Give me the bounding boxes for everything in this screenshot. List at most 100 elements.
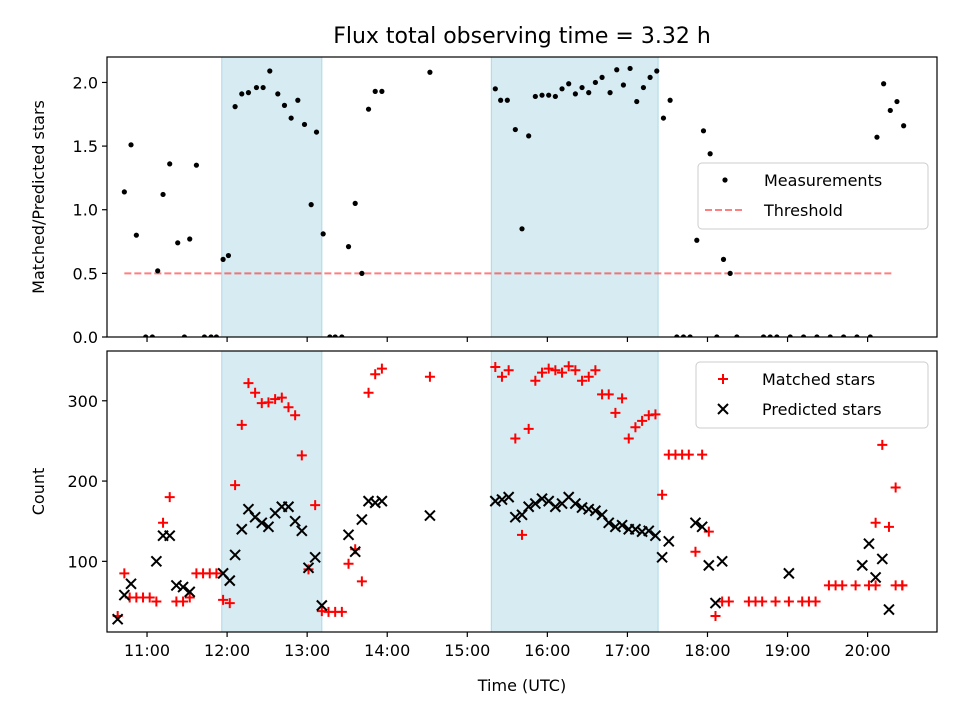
matched-star-point: [283, 402, 294, 413]
top-ytick-label: 2.0: [73, 73, 98, 92]
measurement-point: [121, 189, 127, 195]
measurement-point: [566, 81, 572, 87]
measurement-point: [552, 93, 558, 100]
matched-star-point: [883, 521, 894, 532]
measurement-point: [901, 123, 907, 129]
xtick-label: 15:00: [444, 641, 490, 660]
matched-star-point: [496, 371, 507, 382]
xtick-label: 12:00: [204, 641, 250, 660]
matched-star-point: [603, 389, 614, 400]
measurement-point: [694, 237, 700, 243]
top-observing-window: [221, 57, 323, 337]
matched-star-point: [850, 580, 861, 591]
measurement-point: [379, 88, 385, 94]
matched-star-point: [583, 371, 594, 382]
matched-star-point: [870, 517, 881, 528]
predicted-star-point: [342, 529, 355, 541]
matched-star-point: [697, 449, 708, 460]
bottom-plot-area: [111, 351, 908, 632]
predicted-star-point: [616, 519, 628, 531]
measurement-point: [614, 67, 620, 73]
measurement-point: [175, 240, 181, 246]
predicted-star-point: [229, 549, 241, 561]
measurement-point: [201, 334, 208, 337]
predicted-star-point: [536, 493, 548, 505]
predicted-star-point: [125, 578, 137, 590]
matched-star-point: [657, 489, 668, 500]
matched-star-point: [211, 568, 222, 579]
measurement-point: [660, 115, 667, 121]
measurement-point: [327, 334, 333, 337]
predicted-star-point: [170, 579, 183, 592]
bottom-legend-label: Matched stars: [762, 370, 875, 389]
matched-star-point: [363, 387, 374, 398]
measurement-point: [572, 91, 578, 97]
matched-star-point: [184, 592, 195, 603]
measurement-point: [867, 334, 873, 337]
measurement-point: [220, 256, 226, 262]
matched-star-point: [630, 422, 641, 433]
measurement-point: [288, 115, 294, 121]
measurement-point: [854, 334, 860, 337]
measurement-point: [774, 334, 780, 337]
matched-star-point: [296, 450, 307, 461]
predicted-star-point: [118, 589, 131, 601]
predicted-star-point: [549, 501, 562, 513]
predicted-star-point: [262, 521, 275, 533]
predicted-star-point: [376, 495, 388, 507]
bottom-ytick-label: 300: [67, 392, 98, 411]
bottom-observing-window: [221, 351, 323, 632]
matched-star-point: [250, 387, 261, 398]
measurement-point: [275, 91, 281, 97]
measurement-point: [592, 79, 598, 86]
measurement-point: [586, 90, 592, 96]
matched-star-point: [783, 596, 794, 607]
predicted-star-point: [709, 597, 722, 609]
matched-star-point: [650, 409, 661, 420]
matched-star-point: [537, 367, 548, 378]
xtick-label: 16:00: [524, 641, 570, 660]
measurement-point: [239, 91, 245, 97]
xtick-label: 17:00: [604, 641, 650, 660]
predicted-star-point: [576, 501, 588, 514]
bottom-ylabel: Count: [29, 468, 48, 516]
xtick-label: 20:00: [845, 641, 891, 660]
predicted-star-point: [589, 505, 602, 517]
matched-star-point: [144, 592, 155, 603]
measurement-point: [149, 334, 155, 337]
xtick-label: 11:00: [124, 641, 170, 660]
predicted-star-point: [522, 501, 535, 513]
predicted-star-point: [496, 493, 508, 506]
measurement-point: [827, 334, 833, 337]
measurement-point: [365, 106, 372, 112]
matched-star-point: [517, 529, 527, 540]
matched-star-point: [218, 594, 229, 605]
matched-star-point: [563, 361, 574, 372]
measurement-point: [674, 334, 680, 337]
measurement-point: [225, 252, 232, 259]
bottom-ytick-label: 100: [67, 552, 98, 571]
measurement-point: [245, 90, 252, 96]
chart-title: Flux total observing time = 3.32 h: [333, 24, 711, 49]
predicted-star-point: [663, 535, 675, 547]
matched-star-point: [178, 596, 189, 607]
predicted-star-point: [649, 529, 662, 542]
measurement-point: [187, 236, 193, 242]
bottom-axes-frame: [106, 350, 938, 633]
measurement-point: [714, 334, 720, 337]
measurement-point: [320, 231, 326, 237]
measurement-point: [840, 334, 847, 337]
matched-star-point: [870, 580, 881, 591]
matched-star-point: [890, 482, 901, 493]
predicted-star-point: [236, 523, 248, 535]
measurement-point: [767, 334, 773, 337]
predicted-star-point: [529, 497, 542, 510]
matched-star-point: [810, 596, 821, 607]
xlabel: Time (UTC): [477, 676, 566, 695]
matched-star-point: [224, 598, 235, 609]
measurement-point: [680, 334, 687, 337]
predicted-star-point: [883, 603, 895, 616]
measurement-point: [654, 68, 660, 74]
predicted-star-point: [656, 551, 668, 564]
measurement-point: [539, 92, 545, 98]
